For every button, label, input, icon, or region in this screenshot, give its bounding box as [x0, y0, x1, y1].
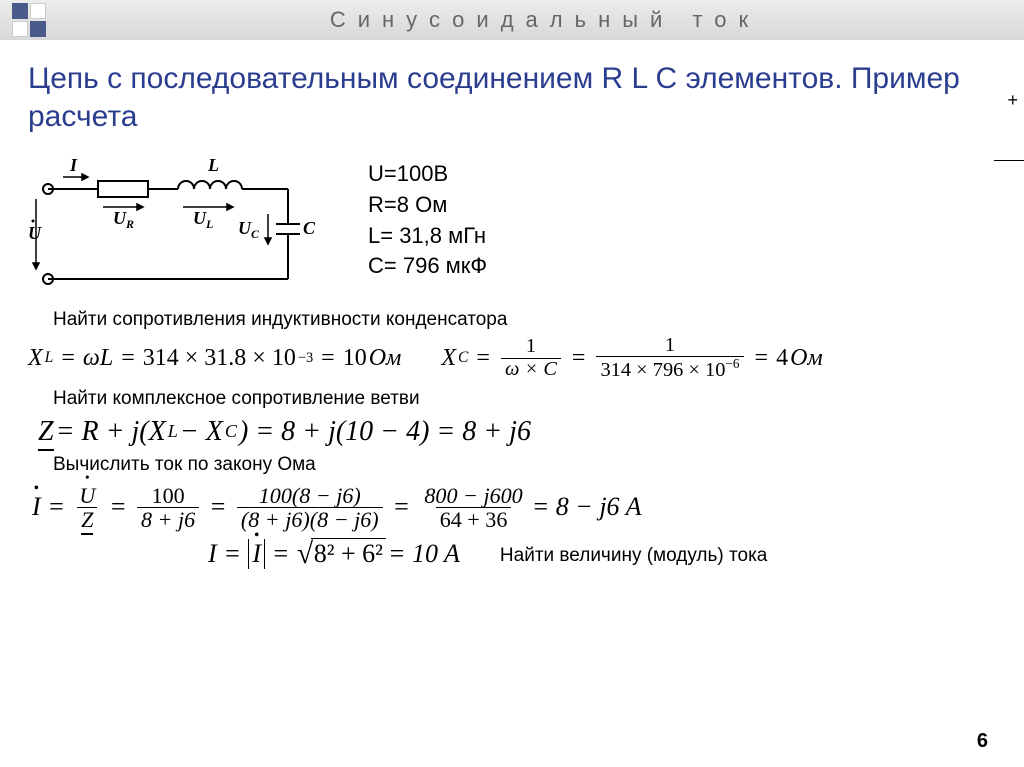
formula-xl-xc: XL = ωL = 314 × 31.8 × 10−3 = 10Ом XC = … — [28, 335, 996, 382]
given-l: L= 31,8 мГн — [368, 221, 487, 252]
svg-text:UC: UC — [238, 218, 260, 241]
given-r: R=8 Ом — [368, 190, 487, 221]
svg-text:U: U — [28, 223, 42, 243]
formula-i: I = U Z = 1008 + j6 = 100(8 − j6)(8 + j6… — [32, 484, 996, 531]
svg-text:I: I — [69, 155, 78, 175]
text-calc-i: Вычислить ток по закону Ома — [28, 454, 996, 476]
page-number: 6 — [977, 730, 988, 753]
formula-i-mod: I = I = 8² + 6² = 10 A — [208, 539, 460, 569]
svg-text:L: L — [207, 155, 219, 175]
circuit-diagram: I L C U UR UL UC — [28, 149, 328, 299]
logo-icon — [12, 3, 46, 37]
formula-z: Z = R + j(XL − XC) = 8 + j(10 − 4) = 8 +… — [38, 416, 996, 448]
text-find-z: Найти комплексное сопротивление ветви — [28, 388, 996, 410]
given-c: C= 796 мкФ — [368, 251, 487, 282]
slide-title: Цепь с последовательным соединением R L … — [28, 60, 996, 135]
svg-text:UL: UL — [193, 208, 213, 231]
header-title: Синусоидальный ток — [66, 7, 1024, 33]
slide-content: Цепь с последовательным соединением R L … — [0, 40, 1024, 579]
plus-mark: + — [1007, 90, 1018, 111]
text-find-mod: Найти величину (модуль) тока — [500, 545, 767, 567]
header-bar: Синусоидальный ток — [0, 0, 1024, 40]
svg-text:UR: UR — [113, 208, 134, 231]
given-values: U=100В R=8 Ом L= 31,8 мГн C= 796 мкФ — [368, 149, 487, 282]
side-line — [994, 160, 1024, 161]
given-u: U=100В — [368, 159, 487, 190]
text-find-reactances: Найти сопротивления индуктивности конден… — [28, 309, 996, 331]
svg-text:C: C — [303, 218, 316, 238]
